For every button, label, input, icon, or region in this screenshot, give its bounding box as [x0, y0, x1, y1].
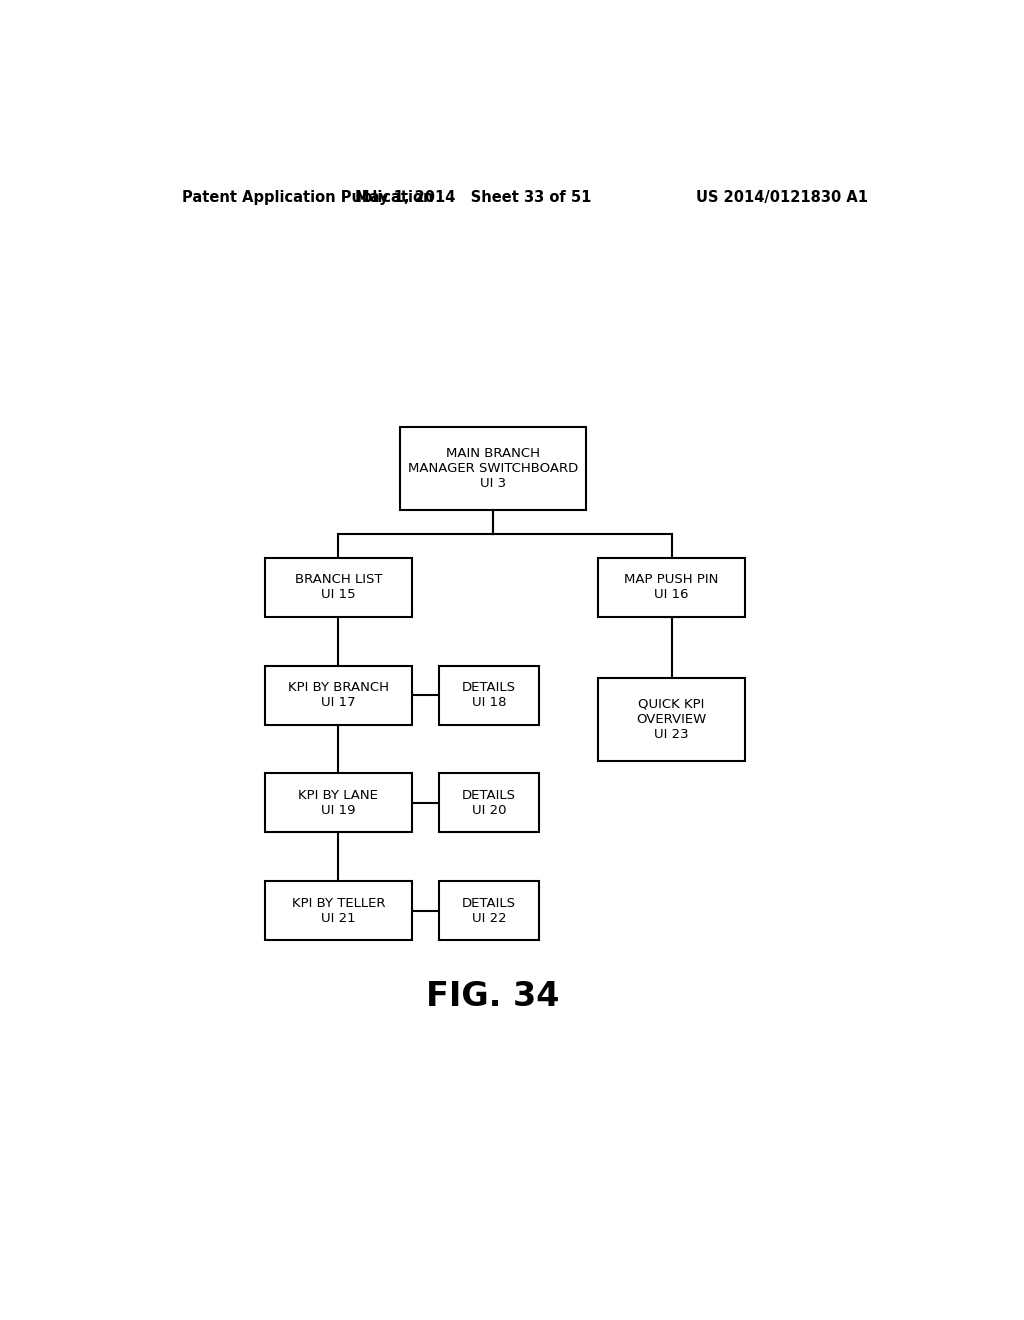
FancyBboxPatch shape	[598, 677, 745, 762]
Text: May 1, 2014   Sheet 33 of 51: May 1, 2014 Sheet 33 of 51	[355, 190, 592, 205]
Text: DETAILS
UI 18: DETAILS UI 18	[462, 681, 516, 709]
FancyBboxPatch shape	[265, 774, 412, 833]
Text: KPI BY BRANCH
UI 17: KPI BY BRANCH UI 17	[288, 681, 389, 709]
FancyBboxPatch shape	[265, 558, 412, 616]
FancyBboxPatch shape	[598, 558, 745, 616]
FancyBboxPatch shape	[265, 665, 412, 725]
Text: KPI BY LANE
UI 19: KPI BY LANE UI 19	[298, 789, 378, 817]
Text: FIG. 34: FIG. 34	[426, 981, 560, 1014]
FancyBboxPatch shape	[399, 426, 587, 510]
FancyBboxPatch shape	[439, 880, 539, 940]
FancyBboxPatch shape	[439, 774, 539, 833]
Text: DETAILS
UI 22: DETAILS UI 22	[462, 896, 516, 924]
Text: US 2014/0121830 A1: US 2014/0121830 A1	[695, 190, 867, 205]
Text: MAIN BRANCH
MANAGER SWITCHBOARD
UI 3: MAIN BRANCH MANAGER SWITCHBOARD UI 3	[408, 447, 579, 490]
FancyBboxPatch shape	[439, 665, 539, 725]
Text: Patent Application Publication: Patent Application Publication	[182, 190, 433, 205]
Text: DETAILS
UI 20: DETAILS UI 20	[462, 789, 516, 817]
Text: MAP PUSH PIN
UI 16: MAP PUSH PIN UI 16	[625, 573, 719, 602]
Text: KPI BY TELLER
UI 21: KPI BY TELLER UI 21	[292, 896, 385, 924]
FancyBboxPatch shape	[265, 880, 412, 940]
Text: BRANCH LIST
UI 15: BRANCH LIST UI 15	[295, 573, 382, 602]
Text: QUICK KPI
OVERVIEW
UI 23: QUICK KPI OVERVIEW UI 23	[637, 698, 707, 741]
